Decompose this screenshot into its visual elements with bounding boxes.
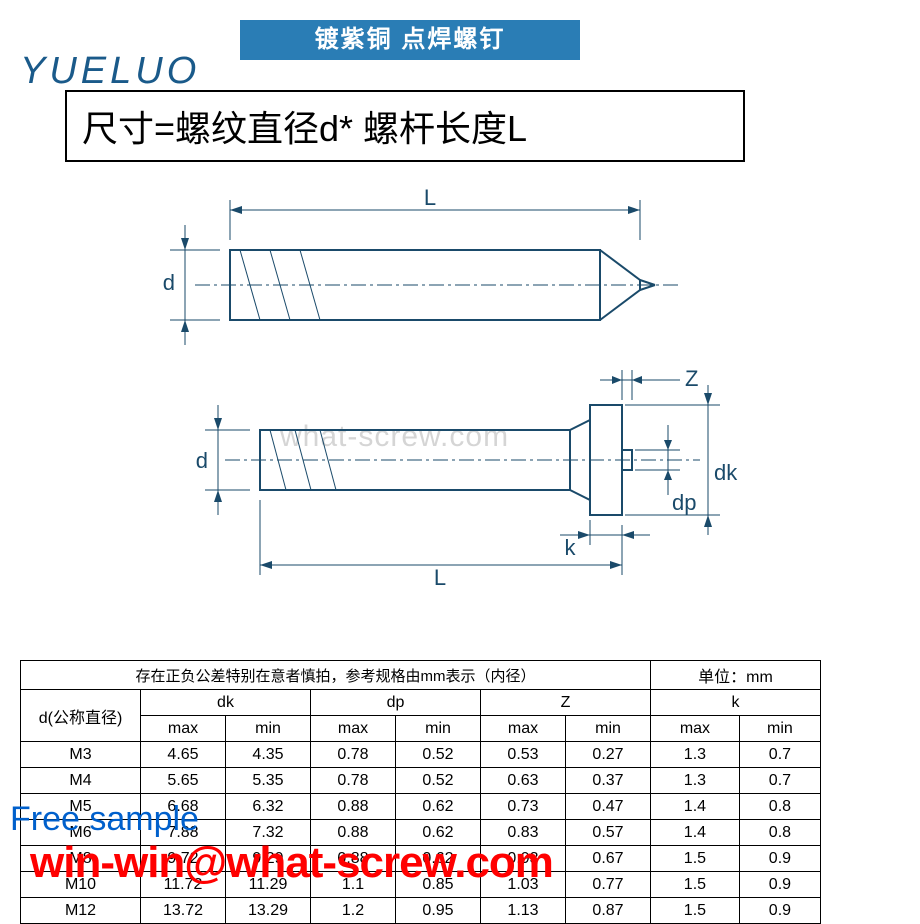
bottom-view-screw: d L k Z dp dk: [196, 366, 738, 590]
table-note: 存在正负公差特别在意者慎拍，参考规格由mm表示（内径）: [21, 661, 651, 690]
table-row: M45.655.350.780.520.630.371.30.7: [21, 768, 821, 794]
col-d: d(公称直径): [21, 690, 141, 742]
dim-d-bot: d: [196, 448, 208, 473]
free-sample-text: Free sample: [10, 800, 199, 839]
dim-L-bot: L: [434, 565, 446, 590]
sub-min: min: [396, 716, 481, 742]
sub-max: max: [311, 716, 396, 742]
dim-dk: dk: [714, 460, 738, 485]
sub-min: min: [739, 716, 820, 742]
brand-logo: YUELUO: [20, 50, 200, 93]
sub-min: min: [226, 716, 311, 742]
table-row: M34.654.350.780.520.530.271.30.7: [21, 742, 821, 768]
col-dk: dk: [141, 690, 311, 716]
top-view-screw: L d: [163, 185, 680, 345]
table-unit: 单位：mm: [651, 661, 821, 690]
sub-max: max: [481, 716, 566, 742]
sub-max: max: [651, 716, 740, 742]
dim-dp: dp: [672, 490, 696, 515]
header-banner: 镀紫铜 点焊螺钉: [240, 20, 580, 60]
col-Z: Z: [481, 690, 651, 716]
dim-k: k: [565, 535, 577, 560]
size-formula: 尺寸=螺纹直径d* 螺杆长度L: [65, 90, 745, 162]
dim-d-top: d: [163, 270, 175, 295]
contact-email: win-win@what-screw.com: [30, 838, 553, 888]
technical-drawing: L d d L: [0, 180, 920, 660]
sub-max: max: [141, 716, 226, 742]
sub-min: min: [566, 716, 651, 742]
dim-Z: Z: [685, 366, 698, 391]
col-dp: dp: [311, 690, 481, 716]
col-k: k: [651, 690, 821, 716]
dim-L-top: L: [424, 185, 436, 210]
